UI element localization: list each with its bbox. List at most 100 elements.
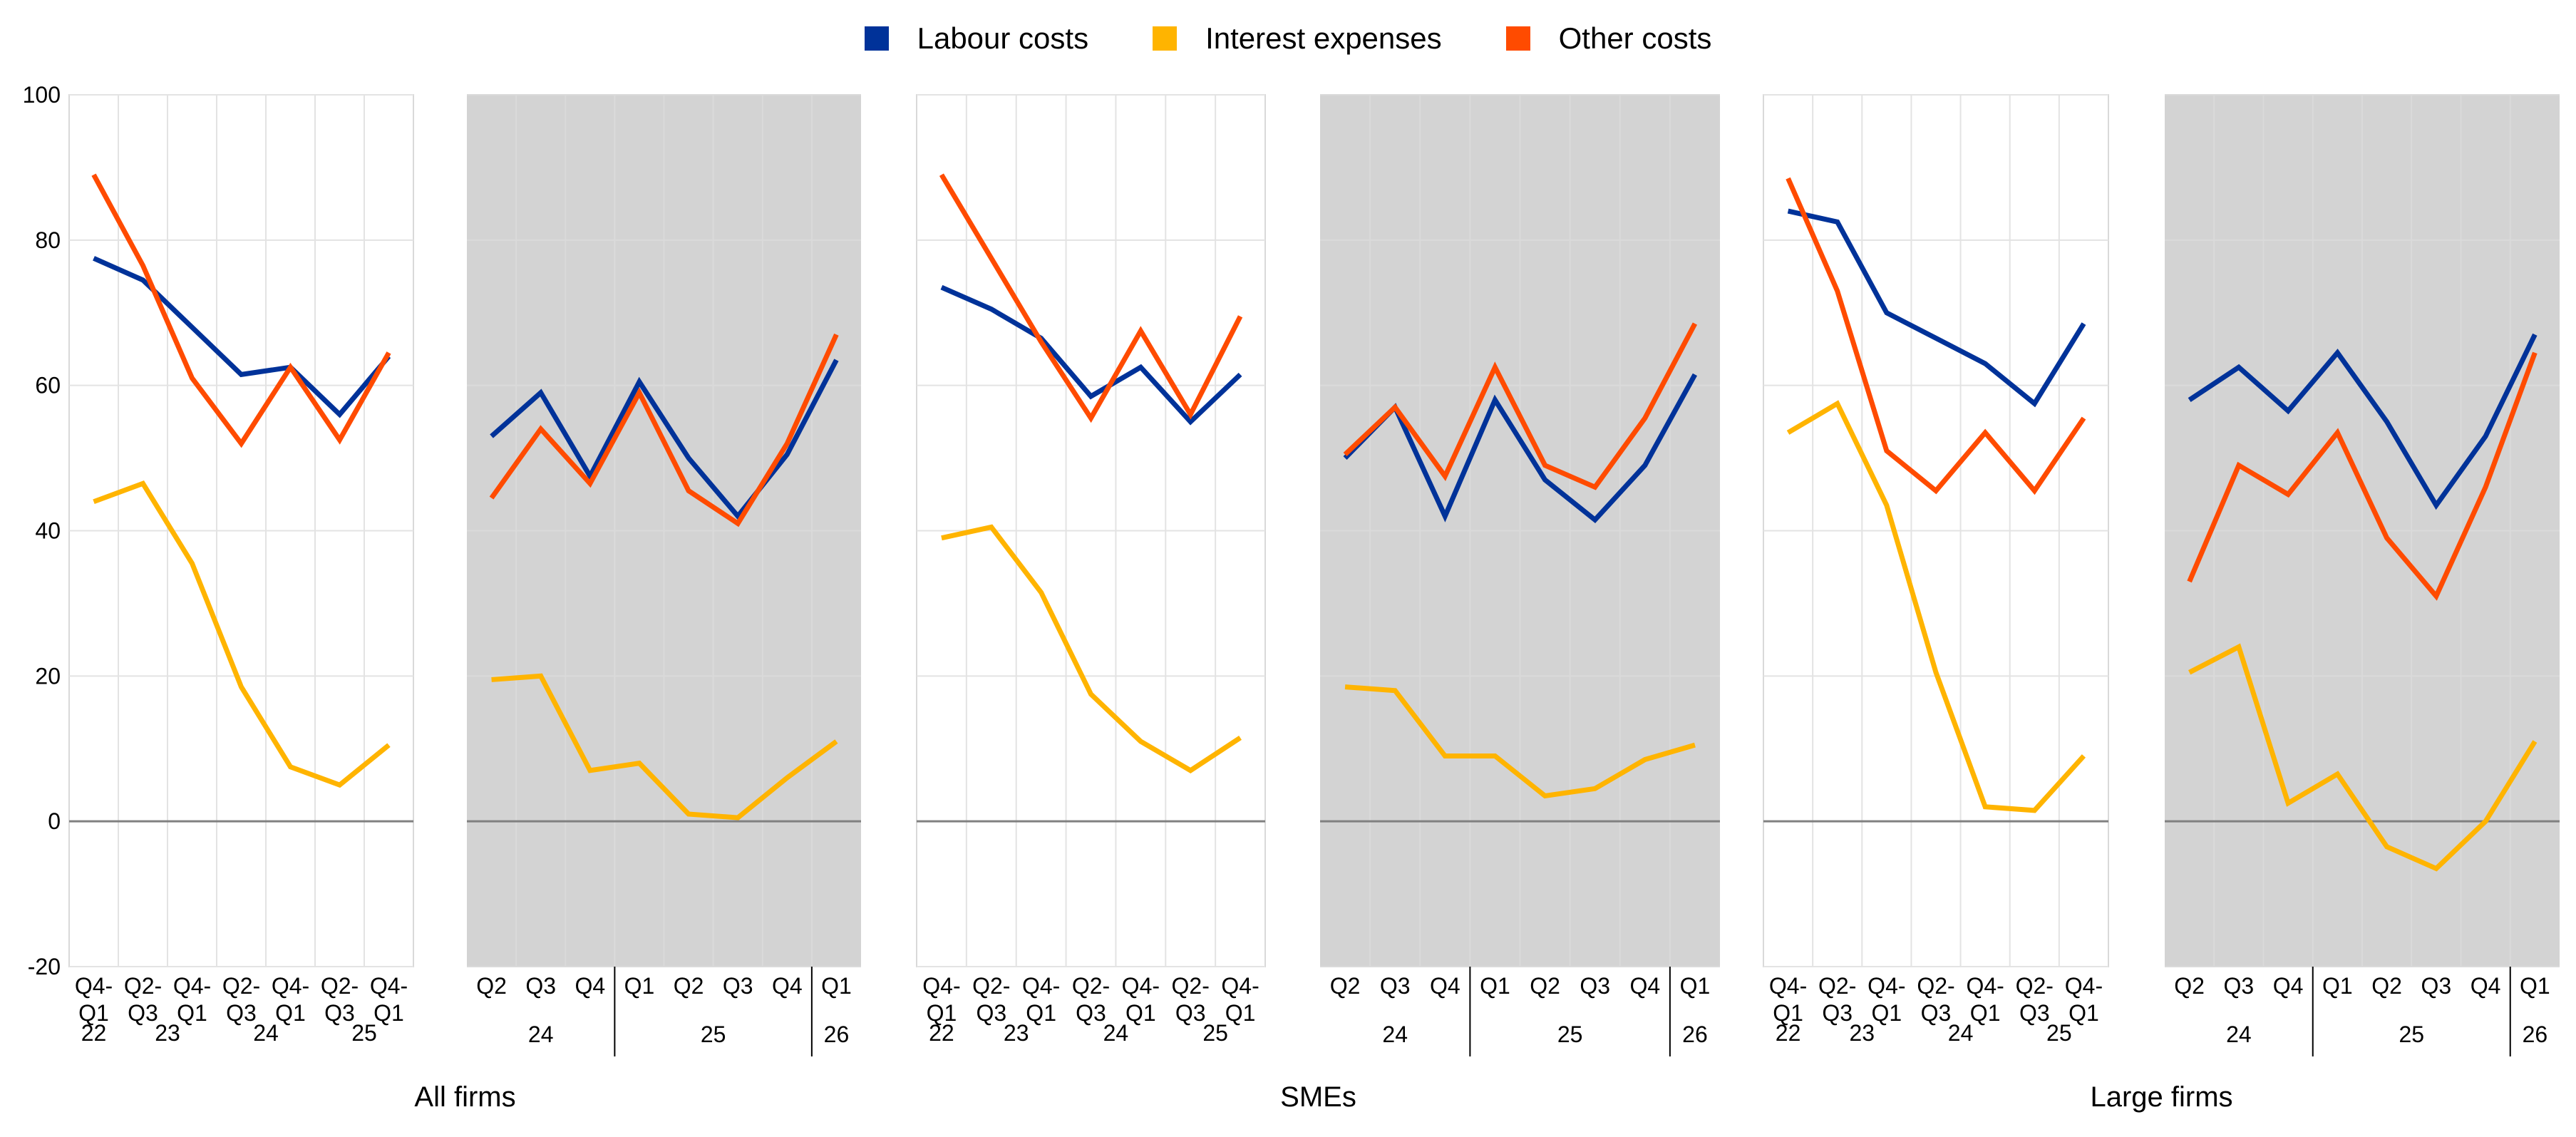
x-tick-label: Q4- — [1867, 973, 1905, 999]
x-year-label: 25 — [1202, 1020, 1228, 1046]
x-year-label: 24 — [2226, 1022, 2252, 1047]
x-tick-label: Q3 — [723, 973, 753, 999]
x-year-label: 22 — [929, 1020, 954, 1046]
x-year-label: 25 — [2399, 1022, 2424, 1047]
x-year-label: 25 — [701, 1022, 726, 1047]
x-tick-label: Q4- — [1022, 973, 1060, 999]
x-tick-label: Q2- — [222, 973, 260, 999]
x-tick-label: Q1 — [2068, 1000, 2099, 1026]
x-tick-label: Q1 — [2322, 973, 2353, 999]
x-tick-label: Q2- — [972, 973, 1010, 999]
y-tick-label: 80 — [35, 227, 61, 253]
x-tick-label: Q2 — [2371, 973, 2402, 999]
x-tick-label: Q1 — [1125, 1000, 1156, 1026]
x-tick-label: Q3 — [1175, 1000, 1206, 1026]
x-tick-label: Q4 — [1430, 973, 1460, 999]
legend-label: Interest expenses — [1205, 21, 1442, 55]
x-year-label: 25 — [2046, 1020, 2072, 1046]
x-tick-label: Q2- — [1917, 973, 1954, 999]
series-line-other-costs — [1786, 177, 2086, 495]
series-line-interest-expenses — [941, 524, 1242, 773]
series-line-interest-expenses — [93, 480, 391, 788]
panel-group-title: Large firms — [2090, 1081, 2232, 1113]
panel-group-title: SMEs — [1280, 1081, 1356, 1113]
x-tick-label: Q2- — [1818, 973, 1856, 999]
x-tick-label: Q4 — [575, 973, 605, 999]
x-year-label: 22 — [81, 1020, 107, 1046]
x-tick-label: Q3 — [1076, 1000, 1106, 1026]
x-year-label: 23 — [1004, 1020, 1029, 1046]
y-tick-label: 60 — [35, 373, 61, 398]
x-tick-label: Q4- — [1966, 973, 2004, 999]
x-tick-label: Q1 — [1225, 1000, 1256, 1026]
x-tick-label: Q1 — [1773, 1000, 1803, 1026]
x-year-label: 23 — [155, 1020, 180, 1046]
x-tick-label: Q3 — [1380, 973, 1411, 999]
x-tick-label: Q4- — [2065, 973, 2103, 999]
series-line-other-costs — [1343, 322, 1698, 490]
series-line-interest-expenses — [491, 673, 838, 820]
series-line-other-costs — [939, 173, 1243, 423]
series-line-other-costs — [2187, 351, 2538, 601]
y-tick-label: 20 — [35, 663, 61, 689]
x-tick-label: Q3 — [226, 1000, 257, 1026]
x-tick-label: Q4- — [922, 973, 960, 999]
legend-item-other: Other costs — [1505, 21, 1711, 56]
x-year-label: 26 — [2523, 1022, 2548, 1047]
y-tick-label: 40 — [35, 518, 61, 544]
legend-item-labour: Labour costs — [864, 21, 1089, 56]
x-tick-label: Q1 — [1872, 1000, 1902, 1026]
x-tick-label: Q1 — [1480, 973, 1510, 999]
x-tick-label: Q3 — [2421, 973, 2452, 999]
x-tick-label: Q4- — [173, 973, 211, 999]
y-tick-label: 0 — [48, 808, 61, 834]
x-year-label: 25 — [1557, 1022, 1583, 1047]
series-line-labour-costs — [1343, 373, 1698, 523]
x-tick-label: Q4- — [1221, 973, 1259, 999]
x-tick-label: Q4- — [272, 973, 309, 999]
x-year-label: 24 — [1948, 1020, 1974, 1046]
y-tick-label: 100 — [23, 82, 61, 108]
x-tick-label: Q1 — [177, 1000, 207, 1026]
x-tick-label: Q3 — [1822, 1000, 1853, 1026]
x-tick-label: Q2- — [1072, 973, 1110, 999]
series-line-other-costs — [91, 173, 391, 448]
x-tick-label: Q1 — [78, 1000, 109, 1026]
x-tick-label: Q2- — [1172, 973, 1210, 999]
x-tick-label: Q2 — [2174, 973, 2205, 999]
x-tick-label: Q3 — [2224, 973, 2255, 999]
series-line-interest-expenses — [1786, 400, 2086, 813]
x-tick-label: Q2 — [674, 973, 704, 999]
x-tick-label: Q1 — [1680, 973, 1711, 999]
x-tick-label: Q1 — [2520, 973, 2550, 999]
legend-swatch-interest — [1153, 26, 1178, 51]
legend-label: Labour costs — [917, 21, 1089, 55]
y-tick-label: -20 — [28, 954, 61, 979]
series-line-other-costs — [489, 333, 839, 528]
x-year-label: 24 — [253, 1020, 279, 1046]
chart-legend: Labour costs Interest expenses Other cos… — [0, 21, 2576, 56]
x-tick-label: Q2 — [1530, 973, 1560, 999]
x-tick-label: Q4 — [1629, 973, 1660, 999]
x-tick-label: Q1 — [373, 1000, 404, 1026]
x-year-label: 26 — [1682, 1022, 1708, 1047]
series-line-interest-expenses — [1344, 684, 1696, 799]
legend-swatch-other — [1505, 26, 1530, 51]
x-tick-label: Q1 — [1026, 1000, 1056, 1026]
x-tick-label: Q2- — [321, 973, 359, 999]
x-tick-label: Q3 — [324, 1000, 355, 1026]
x-tick-label: Q3 — [1580, 973, 1610, 999]
series-line-labour-costs — [2188, 333, 2538, 510]
x-tick-label: Q4- — [1769, 973, 1807, 999]
x-year-label: 22 — [1776, 1020, 1801, 1046]
x-year-label: 24 — [528, 1022, 554, 1047]
x-year-label: 26 — [824, 1022, 850, 1047]
x-year-label: 24 — [1103, 1020, 1129, 1046]
x-tick-label: Q3 — [525, 973, 556, 999]
x-tick-label: Q4 — [772, 973, 803, 999]
x-year-label: 24 — [1382, 1022, 1408, 1047]
x-tick-label: Q4- — [370, 973, 408, 999]
x-tick-label: Q2 — [476, 973, 507, 999]
series-line-labour-costs — [93, 256, 391, 418]
